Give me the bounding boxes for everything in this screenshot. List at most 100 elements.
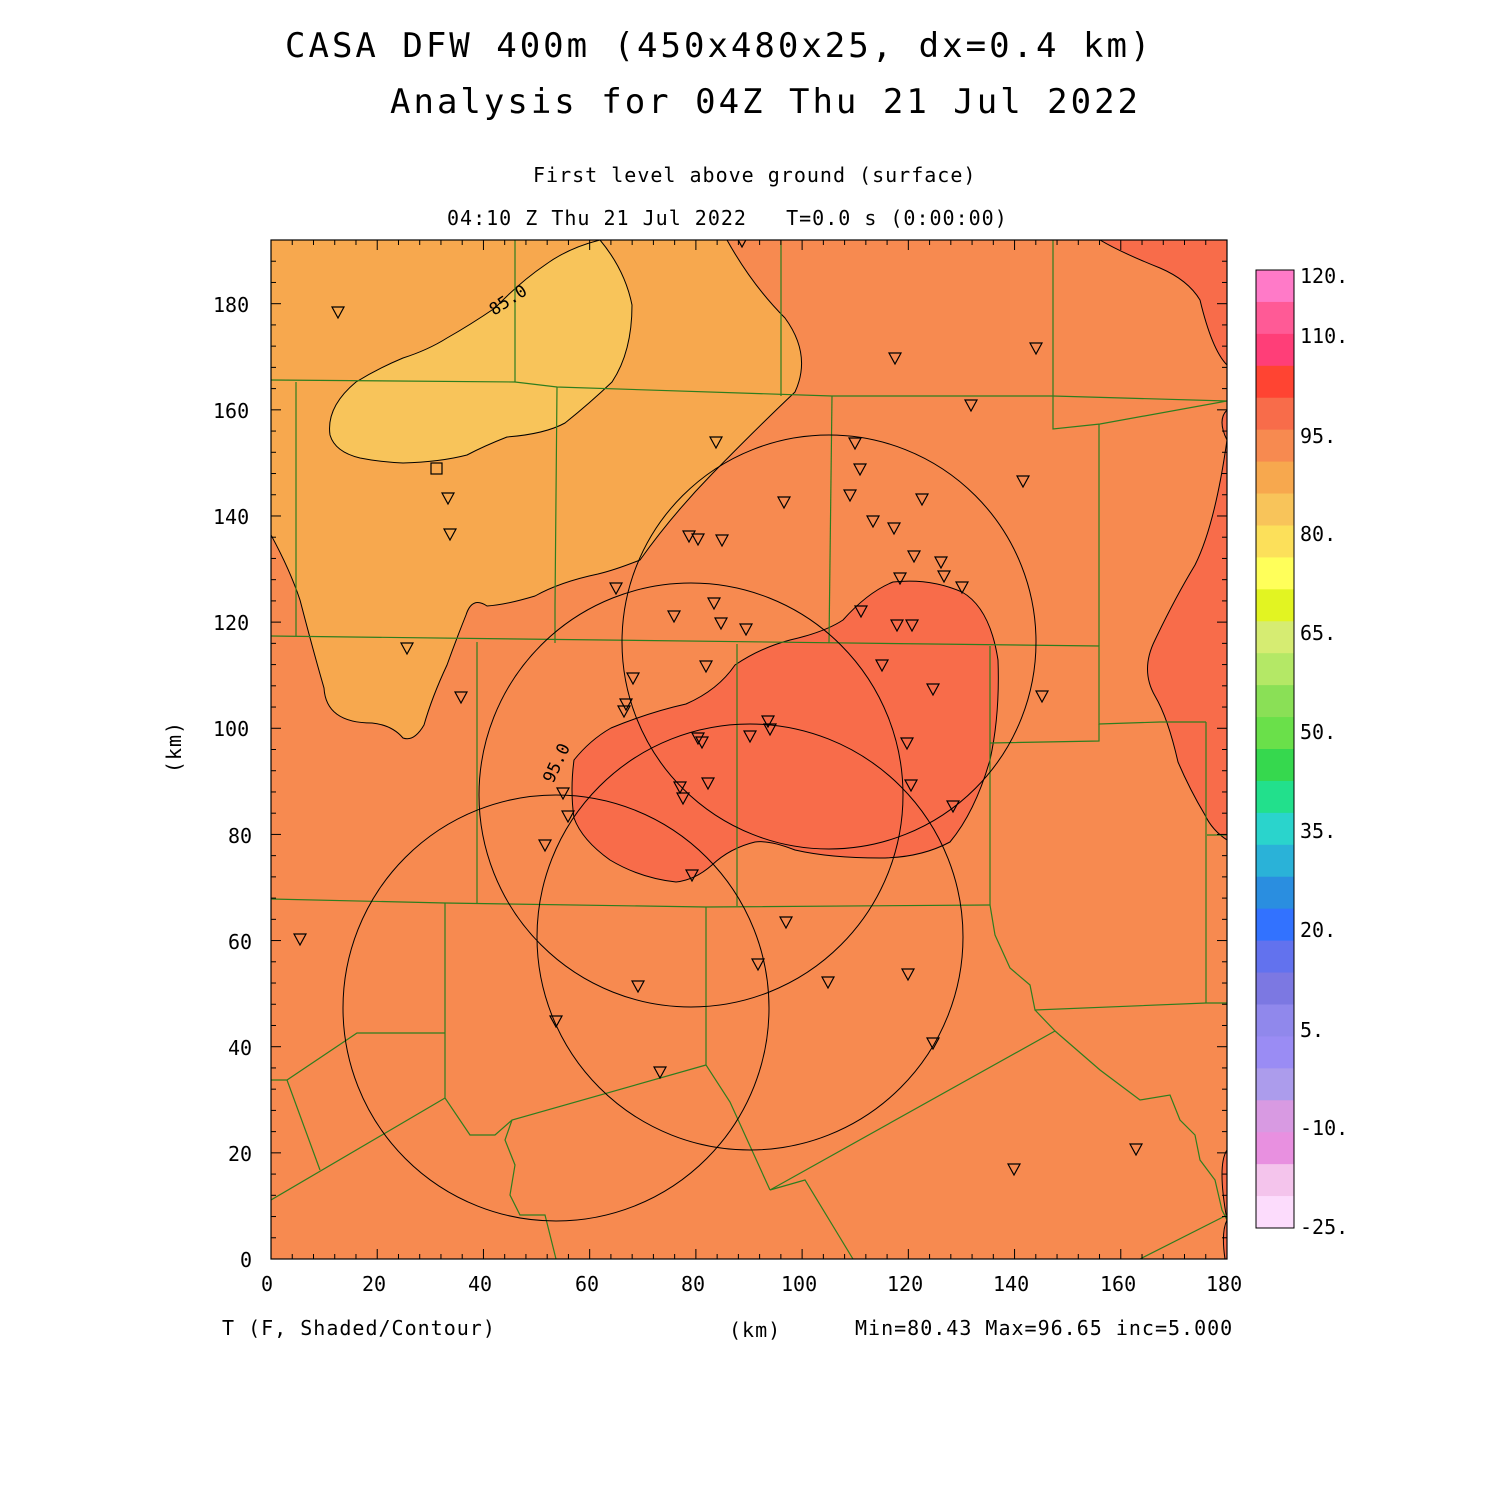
x-tick-label: 40 [468,1272,493,1296]
station-triangle-icon [700,777,716,791]
colorbar-swatch [1256,685,1294,718]
colorbar-swatch [1256,812,1294,846]
station-markers [292,240,1144,1177]
station-triangle-icon [925,683,941,697]
station-triangle-icon [652,1066,668,1080]
station-triangle-icon [698,660,714,674]
variable-label: T (F, Shaded/Contour) [222,1316,496,1340]
colorbar-label: 65. [1300,621,1337,645]
station-triangle-icon [690,533,706,547]
colorbar-swatch [1256,493,1294,526]
y-tick-label: 80 [228,824,253,848]
colorbar-swatch [1256,429,1294,463]
station-triangle-icon [440,492,456,506]
station-triangle-icon [737,240,747,249]
station-triangle-icon [874,659,890,673]
x-axis-label: (km) [729,1318,782,1342]
station-triangle-icon [625,672,641,686]
station-triangle-icon [762,723,778,737]
y-tick-label: 60 [228,930,253,954]
station-triangle-icon [820,976,836,990]
station-triangle-icon [555,787,571,801]
station-triangle-icon [666,610,682,624]
station-triangle-icon [548,1015,564,1029]
x-tick-label: 140 [993,1272,1030,1296]
y-tick-label: 40 [228,1036,253,1060]
colorbar-swatch [1256,717,1294,750]
station-triangle-icon [684,869,700,883]
level-label: First level above ground (surface) [533,163,977,187]
colorbar-swatch [1256,653,1294,686]
station-triangle-icon [681,530,697,544]
station-triangle-icon [713,617,729,631]
station-triangle-icon [963,399,979,413]
x-tick-label: 0 [261,1272,274,1296]
station-triangle-icon [672,781,688,795]
colorbar-label: 110. [1300,324,1349,348]
plot-title-line2: Analysis for 04Z Thu 21 Jul 2022 [390,82,1142,122]
station-triangle-icon [330,306,346,320]
colorbar-swatch [1256,365,1294,399]
station-triangle-icon [889,619,905,633]
county-boundaries [271,240,1227,1259]
colorbar-swatch [1256,940,1294,974]
station-triangle-icon [442,528,458,542]
y-tick-label: 0 [240,1248,253,1272]
colorbar-label: 80. [1300,522,1337,546]
colorbar-label: 50. [1300,720,1337,744]
station-triangle-icon [738,623,754,637]
x-tick-label: 80 [681,1272,706,1296]
station-triangle-icon [914,493,930,507]
colorbar-swatch [1256,1164,1294,1197]
station-triangle-icon [899,737,915,751]
axis-ticks [270,239,1228,1260]
x-tick-label: 60 [575,1272,600,1296]
y-tick-label: 160 [213,399,250,423]
shade-95-100 [571,580,999,883]
colorbar-swatch [1256,749,1294,782]
colorbar-swatch [1256,844,1294,878]
colorbar-swatch [1256,589,1294,622]
colorbar-swatch [1256,876,1294,910]
station-triangle-icon [630,980,646,994]
colorbar [1255,269,1295,1229]
station-triangle-icon [1015,475,1031,489]
station-triangle-icon [714,534,730,548]
colorbar-swatch [1256,461,1294,495]
station-triangle-icon [933,556,949,570]
colorbar-label: 95. [1300,424,1337,448]
colorbar-frame [1255,269,1295,1229]
station-triangle-icon [1034,690,1050,704]
station-triangle-icon [675,792,691,806]
station-triangle-icon [903,779,919,793]
radar-range-rings [342,434,1037,1222]
station-triangle-icon [847,437,863,451]
colorbar-swatch [1256,908,1294,942]
y-tick-label: 120 [213,611,250,635]
station-triangle-icon [708,436,724,450]
station-triangle-icon [1028,342,1044,356]
station-triangle-icon [690,732,706,746]
station-triangle-icon [760,715,776,729]
station-triangle-icon [1006,1163,1022,1177]
station-triangle-icon [892,572,908,586]
station-triangle-icon [608,582,624,596]
station-triangle-icon [694,736,710,750]
station-triangle-icon [560,810,576,824]
colorbar-swatch [1256,270,1294,303]
station-triangle-icon [853,605,869,619]
station-triangle-icon [904,619,920,633]
y-tick-label: 100 [213,717,250,741]
station-triangle-icon [399,642,415,656]
plot-title-line1: CASA DFW 400m (450x480x25, dx=0.4 km) [285,26,1154,66]
station-triangle-icon [852,463,868,477]
station-triangle-icon [842,489,858,503]
colorbar-label: -25. [1300,1215,1349,1239]
y-tick-label: 140 [213,505,250,529]
colorbar-label: 5. [1300,1018,1325,1042]
station-triangle-icon [906,550,922,564]
colorbar-swatch [1256,1100,1294,1133]
min-max-stats: Min=80.43 Max=96.65 inc=5.000 [855,1316,1234,1340]
colorbar-label: 35. [1300,819,1337,843]
